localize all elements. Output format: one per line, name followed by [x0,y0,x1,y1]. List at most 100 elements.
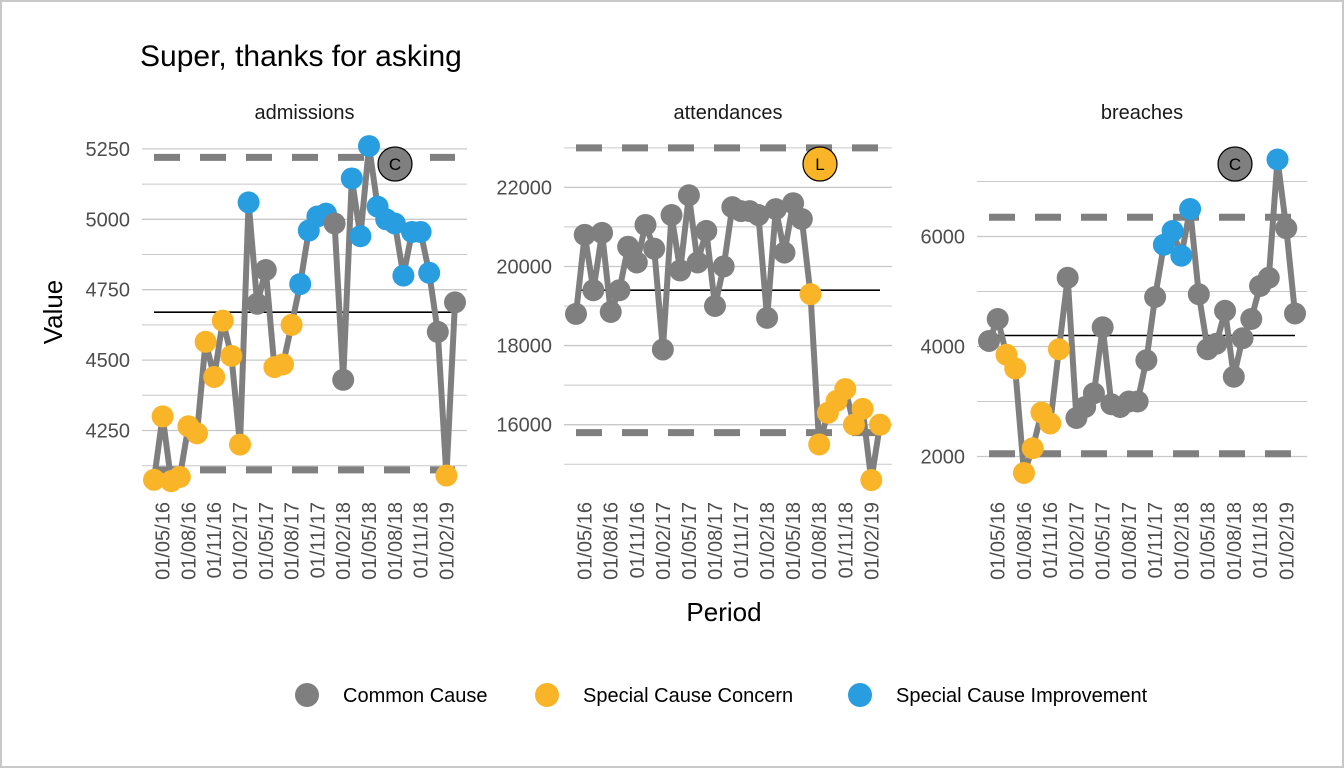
data-point [1021,437,1044,460]
data-point [1231,327,1254,350]
facet-label-admissions: admissions [254,102,354,124]
data-point [599,300,622,323]
x-tick-label: 01/05/17 [1093,502,1115,580]
badge-label: C [1229,155,1241,174]
data-point [790,208,813,231]
data-point [643,237,666,260]
data-point [747,204,770,227]
data-point [1266,148,1289,171]
data-point [444,291,466,314]
data-point [323,212,346,235]
data-point [1144,286,1167,308]
data-point [220,344,243,367]
data-point [1047,338,1070,361]
legend: Common Cause Special Cause Concern Special… [295,683,1148,707]
data-point [1187,283,1210,306]
data-point [332,368,355,391]
x-tick-label: 01/11/16 [204,502,226,578]
data-point [1222,365,1245,388]
facet-label-breaches: breaches [1101,102,1183,124]
data-point [686,251,709,274]
data-point [392,264,415,287]
x-tick-label: 01/08/17 [282,502,304,580]
data-point [254,258,277,281]
data-point [358,135,380,158]
badge-label: C [389,155,401,174]
x-tick-label: 01/11/16 [627,502,649,578]
data-point [426,320,449,343]
data-point [608,279,631,302]
legend-marker-concern [535,683,559,707]
data-point [194,330,217,353]
data-point [591,221,614,244]
x-tick-label: 01/05/18 [1198,502,1220,580]
data-point [1170,244,1193,267]
data-point [435,464,458,487]
data-point [1091,316,1114,339]
x-tick-label: 01/08/17 [705,502,727,580]
data-point [1082,382,1105,405]
y-tick-label: 5000 [86,209,131,231]
data-point [1056,266,1079,289]
data-point [289,273,312,296]
y-tick-label: 6000 [921,227,966,249]
data-point [860,469,883,492]
legend-marker-improvement [848,683,872,707]
chart-title: Super, thanks for asking [140,40,462,73]
badge-label: L [815,155,824,174]
x-tick-label: 01/02/19 [436,502,458,580]
data-point [634,213,657,236]
data-point [695,219,718,242]
data-point [1126,390,1149,413]
data-point [573,223,596,246]
x-tick-label: 01/02/18 [757,502,779,580]
data-point [237,191,260,214]
y-tick-label: 5250 [86,139,131,161]
x-tick-label: 01/02/19 [1276,502,1298,580]
data-point [168,465,191,488]
data-point [978,330,1000,352]
data-point [1275,217,1298,240]
y-tick-label: 16000 [496,415,552,437]
y-tick-label: 4000 [921,337,966,359]
data-point [582,279,605,302]
data-point [986,308,1009,330]
data-point [203,365,226,388]
x-tick-label: 01/08/16 [601,502,623,580]
y-tick-label: 4750 [86,280,131,302]
x-tick-label: 01/02/18 [333,502,355,580]
x-tick-label: 01/02/18 [1171,502,1193,580]
data-point [151,405,174,428]
y-tick-label: 18000 [496,336,552,358]
data-point [280,313,303,336]
x-tick-label: 01/11/18 [1250,502,1272,578]
y-axis-title: Value [38,280,68,345]
data-point [211,309,234,332]
x-tick-label: 01/11/17 [731,502,753,578]
y-tick-label: 4250 [86,420,131,442]
legend-label-common: Common Cause [343,685,488,707]
data-point [660,204,683,227]
data-point [418,261,441,284]
data-point [869,413,891,436]
data-point [764,198,787,221]
y-tick-label: 4500 [86,350,131,372]
data-point [669,259,692,282]
x-tick-label: 01/11/17 [307,502,329,578]
data-point [773,241,796,264]
x-tick-label: 01/05/18 [783,502,805,580]
data-point [808,433,831,456]
legend-marker-common [295,683,319,707]
data-point [409,220,432,243]
x-tick-label: 01/11/17 [1145,502,1167,578]
badge-icon [802,146,838,182]
x-tick-label: 01/05/18 [359,502,381,580]
x-tick-label: 01/08/16 [178,502,200,580]
y-tick-label: 20000 [496,256,552,278]
x-tick-label: 01/05/16 [988,502,1010,580]
data-point [712,255,735,278]
data-point [1240,308,1263,330]
data-point [143,468,165,491]
